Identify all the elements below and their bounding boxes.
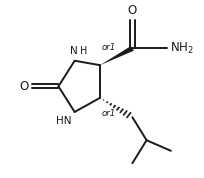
Text: NH$_2$: NH$_2$ — [170, 41, 194, 56]
Text: HN: HN — [56, 116, 72, 126]
Text: N: N — [70, 46, 78, 56]
Polygon shape — [100, 46, 134, 65]
Text: O: O — [20, 80, 29, 93]
Text: or1: or1 — [102, 109, 116, 118]
Text: H: H — [80, 46, 88, 56]
Text: O: O — [128, 4, 137, 17]
Text: or1: or1 — [102, 43, 116, 52]
